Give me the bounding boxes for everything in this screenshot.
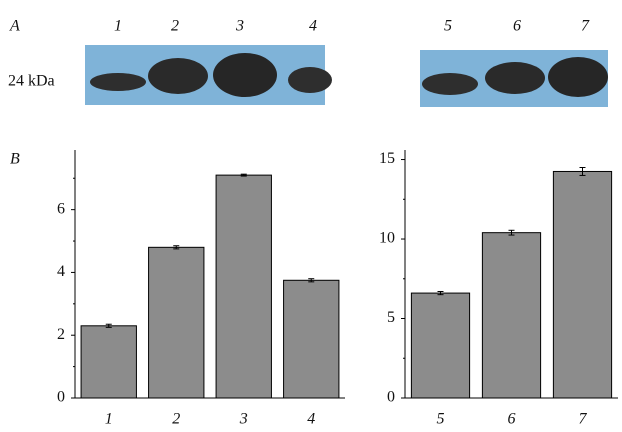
y-tick-label: 5: [387, 309, 395, 326]
bar: [81, 326, 136, 398]
y-tick-label: 10: [379, 230, 395, 247]
y-tick-label: 2: [57, 326, 65, 343]
x-tick-label: 1: [105, 411, 113, 428]
x-tick-label: 5: [437, 411, 445, 428]
lane-label: 7: [581, 18, 590, 35]
bar: [284, 280, 339, 398]
lane-label: 4: [309, 18, 317, 35]
y-tick-label: 15: [379, 150, 395, 167]
blot-image: [420, 50, 608, 107]
x-tick-label: 6: [508, 411, 516, 428]
y-tick-label: 6: [57, 200, 65, 217]
lane-label: 5: [444, 18, 452, 35]
x-tick-label: 7: [579, 411, 588, 428]
x-tick-label: 4: [307, 411, 315, 428]
bar: [482, 233, 540, 398]
lane-label: 6: [513, 18, 521, 35]
lane-label: 2: [171, 18, 179, 35]
lane-label: 3: [235, 18, 244, 35]
y-tick-label: 4: [57, 263, 65, 280]
marker-label: 24 kDa: [8, 73, 55, 90]
blot-image: [85, 45, 332, 105]
bar: [149, 247, 204, 398]
x-tick-label: 2: [172, 411, 180, 428]
bar: [411, 293, 469, 398]
lane-label: 1: [114, 18, 122, 35]
figure: A B 24 kDa 1 2 3 4 5 6 7 0 2 4 6 1 2 3 4 0 5 10 15 5…: [0, 0, 622, 432]
x-tick-label: 3: [239, 411, 248, 428]
y-tick-label: 0: [387, 389, 395, 406]
bar: [216, 175, 271, 398]
panel-label: A: [9, 18, 20, 35]
y-tick-label: 0: [57, 389, 65, 406]
bar: [553, 171, 611, 398]
panel-label: B: [10, 151, 20, 168]
